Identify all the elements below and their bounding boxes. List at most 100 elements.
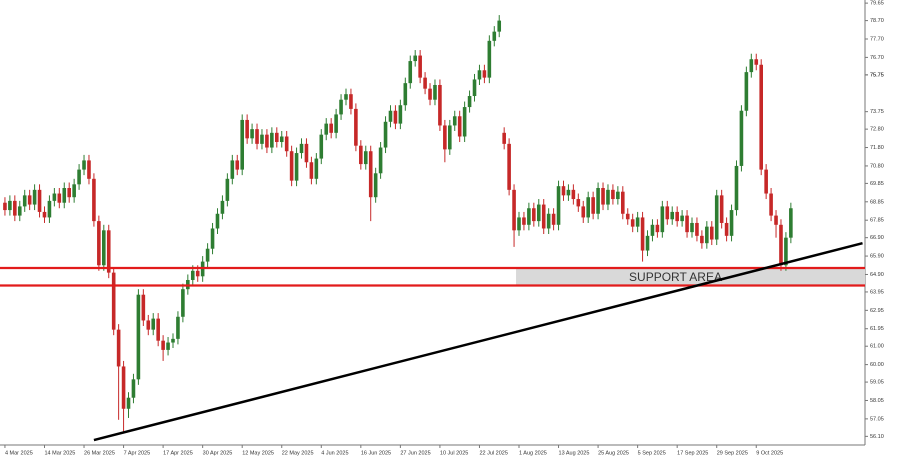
candle-body: [443, 125, 447, 150]
candle-body: [714, 195, 719, 240]
candle-body: [136, 294, 141, 380]
candle-body: [62, 188, 67, 203]
candle-body: [512, 189, 516, 231]
y-tick-label: 70.80: [870, 163, 884, 169]
candle-body: [502, 132, 506, 144]
candle-body: [423, 77, 427, 89]
candle-body: [477, 70, 482, 80]
candle-body: [448, 125, 452, 150]
y-tick-label: 57.05: [870, 416, 884, 422]
candle-body: [517, 217, 521, 231]
candle-body: [240, 119, 244, 170]
candle-body: [546, 213, 551, 229]
candle-body: [314, 158, 319, 179]
candle-body: [749, 59, 754, 73]
candle-body: [265, 134, 269, 148]
candle-body: [255, 129, 259, 144]
candle-body: [13, 200, 17, 216]
candle-body: [650, 224, 655, 236]
candle-body: [3, 202, 7, 211]
candle-body: [220, 200, 225, 214]
candle-body: [759, 64, 763, 170]
candle-body: [106, 230, 111, 273]
candle-body: [611, 189, 615, 200]
candle-body: [586, 197, 590, 218]
candle-body: [492, 31, 497, 41]
candle-body: [487, 40, 492, 78]
candle-body: [102, 230, 106, 266]
candle-body: [690, 222, 694, 233]
candle-body: [472, 79, 477, 97]
candle-body: [769, 193, 773, 216]
candle-body: [601, 188, 605, 205]
x-tick-label: 10 Jul 2025: [440, 450, 468, 456]
candle-body: [87, 160, 91, 179]
y-tick-label: 77.70: [870, 36, 884, 42]
y-tick-label: 56.10: [870, 434, 884, 440]
x-tick-label: 25 Aug 2025: [598, 450, 629, 456]
candle-body: [616, 191, 620, 200]
candle-body: [77, 169, 81, 185]
candle-body: [171, 338, 175, 343]
candle-body: [373, 173, 378, 198]
y-tick-label: 63.95: [870, 289, 884, 295]
candle-body: [176, 316, 180, 339]
candle-body: [660, 206, 665, 233]
candle-body: [289, 151, 294, 181]
candle-body: [378, 147, 383, 174]
y-tick-label: 61.00: [870, 344, 884, 350]
candle-body: [363, 151, 368, 165]
candle-body: [418, 55, 422, 78]
candle-body: [22, 195, 27, 207]
candle-body: [403, 83, 408, 106]
candle-body: [532, 208, 536, 222]
candle-body: [764, 169, 768, 194]
y-tick-label: 62.95: [870, 308, 884, 314]
candle-body: [606, 189, 610, 205]
x-tick-label: 14 Mar 2025: [44, 450, 75, 456]
candle-body: [368, 151, 373, 198]
y-tick-label: 59.05: [870, 380, 884, 386]
candle-body: [774, 215, 778, 225]
candle-body: [467, 96, 472, 108]
candle-body: [645, 235, 650, 251]
candle-body: [591, 197, 595, 214]
x-tick-label: 22 May 2025: [282, 450, 314, 456]
candle-body: [685, 215, 689, 233]
candle-body: [190, 270, 195, 280]
x-tick-label: 17 Apr 2025: [163, 450, 193, 456]
candle-body: [329, 123, 333, 133]
candle-body: [67, 188, 71, 198]
candle-body: [724, 222, 729, 236]
candle-body: [304, 143, 309, 163]
candle-body: [17, 206, 22, 216]
x-tick-label: 16 Jun 2025: [361, 450, 391, 456]
candle-body: [438, 84, 442, 126]
candle-body: [581, 206, 586, 218]
candle-body: [536, 204, 541, 222]
candle-body: [551, 213, 556, 225]
candle-body: [210, 228, 215, 249]
candle-body: [151, 318, 156, 330]
y-tick-label: 72.80: [870, 127, 884, 133]
y-tick-label: 71.80: [870, 145, 884, 151]
candle-body: [408, 61, 413, 84]
candle-body: [784, 237, 788, 266]
y-tick-label: 75.75: [870, 72, 884, 78]
candle-body: [497, 20, 502, 32]
candle-body: [670, 211, 675, 220]
candle-body: [57, 193, 62, 203]
candle-body: [230, 160, 235, 179]
candle-body: [413, 55, 417, 62]
candle-body: [250, 129, 254, 139]
y-tick-label: 75.75: [870, 72, 884, 78]
x-tick-label: 27 Jun 2025: [400, 450, 430, 456]
candle-body: [571, 189, 576, 200]
candle-body: [452, 116, 457, 126]
candle-body: [734, 165, 739, 211]
candle-body: [393, 110, 398, 124]
candle-body: [97, 221, 101, 266]
candle-body: [225, 178, 230, 201]
candle-body: [655, 224, 660, 233]
candle-body: [52, 193, 57, 201]
